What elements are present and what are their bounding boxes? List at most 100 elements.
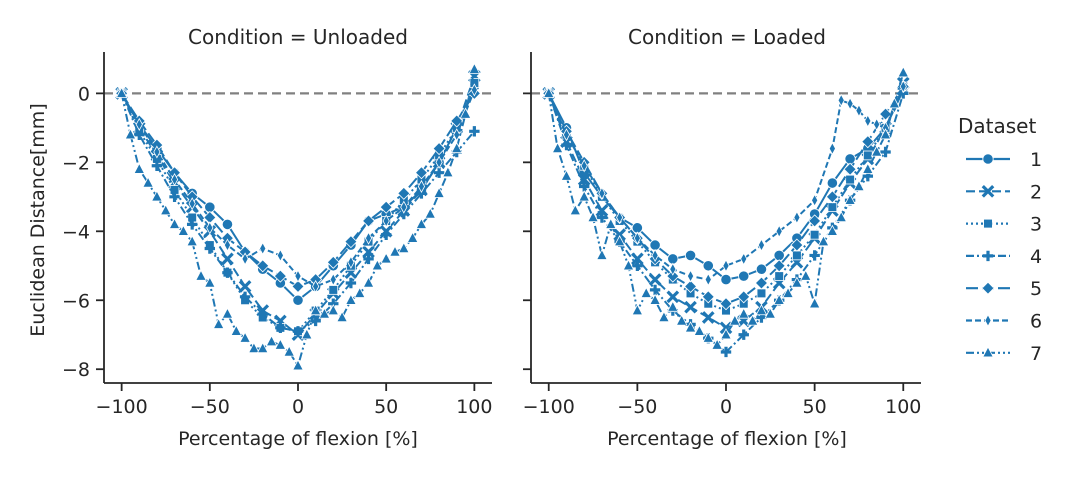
data-point <box>364 231 373 245</box>
data-point <box>442 166 454 178</box>
data-point <box>666 300 679 312</box>
data-point <box>328 285 339 295</box>
data-point <box>702 331 715 343</box>
data-point <box>790 238 804 252</box>
data-point <box>380 229 392 240</box>
y-tick-label: 0 <box>78 83 90 105</box>
data-point <box>873 117 881 131</box>
data-point <box>459 107 472 119</box>
data-point <box>309 304 322 316</box>
data-point <box>432 141 446 156</box>
data-point <box>772 259 786 273</box>
data-point <box>649 239 661 251</box>
data-point <box>256 259 270 273</box>
data-point <box>188 197 196 211</box>
data-point <box>648 273 662 286</box>
data-point <box>221 218 234 230</box>
data-point <box>649 284 661 296</box>
data-point <box>204 243 216 254</box>
data-point <box>855 104 863 118</box>
data-point <box>704 273 712 287</box>
data-point <box>596 248 608 260</box>
data-point <box>300 328 313 340</box>
data-point <box>259 241 267 256</box>
data-point <box>142 176 154 188</box>
legend-entry-5: 5 <box>966 278 1042 300</box>
data-point <box>450 114 464 128</box>
data-point <box>206 221 214 235</box>
x-tick-label: −50 <box>190 396 230 418</box>
data-point <box>362 276 375 288</box>
data-point <box>222 267 233 278</box>
data-point <box>775 224 783 238</box>
data-point <box>397 241 410 254</box>
panel-loaded: Condition = Loaded Percentage of flexion… <box>523 25 922 450</box>
x-tick-label: −100 <box>523 396 575 418</box>
legend-marker <box>982 346 994 358</box>
data-point <box>861 135 875 149</box>
series-6 <box>545 79 907 287</box>
data-point <box>669 262 677 276</box>
data-point <box>828 141 836 156</box>
data-point <box>221 307 234 319</box>
series-6 <box>118 83 478 294</box>
data-point <box>846 97 854 111</box>
series-7 <box>542 66 910 350</box>
data-point <box>633 231 641 245</box>
x-tick-label: 100 <box>456 396 492 418</box>
data-point <box>347 255 355 269</box>
data-point <box>631 222 643 234</box>
data-point <box>737 307 750 319</box>
data-point <box>793 210 801 225</box>
legend-label: 7 <box>1030 343 1042 365</box>
data-point <box>722 259 730 273</box>
legend-label: 5 <box>1030 278 1042 300</box>
data-point <box>651 248 659 262</box>
data-point <box>135 117 143 131</box>
panel-title: Condition = Loaded <box>628 25 826 49</box>
data-point <box>764 307 777 319</box>
data-point <box>329 273 337 287</box>
data-point <box>379 200 393 214</box>
data-point <box>362 245 375 259</box>
legend-marker <box>981 184 995 198</box>
series-line <box>547 86 905 312</box>
x-tick-label: 100 <box>885 396 921 418</box>
data-point <box>239 331 251 343</box>
data-point <box>239 291 251 303</box>
data-point <box>294 269 302 283</box>
data-point <box>666 290 680 304</box>
data-point <box>701 290 715 304</box>
x-tick-label: 50 <box>803 396 827 418</box>
data-point <box>755 304 768 316</box>
data-point <box>782 286 794 298</box>
data-point <box>843 162 857 176</box>
x-tick-label: −100 <box>96 396 148 418</box>
data-point <box>241 252 249 266</box>
data-point <box>737 290 751 304</box>
data-point <box>380 252 393 264</box>
data-point <box>667 253 679 265</box>
data-point <box>888 97 901 109</box>
data-point <box>809 229 820 240</box>
data-point <box>468 62 481 74</box>
data-point <box>835 210 848 223</box>
data-point <box>649 293 661 305</box>
series-7 <box>115 62 481 371</box>
data-point <box>738 329 749 340</box>
data-point <box>817 235 830 247</box>
data-point <box>389 245 401 257</box>
data-point <box>853 179 865 192</box>
data-point <box>177 224 190 236</box>
data-point <box>587 210 599 223</box>
data-point <box>578 181 590 192</box>
data-point <box>186 219 198 230</box>
data-point <box>292 326 304 337</box>
data-point <box>159 204 172 216</box>
data-point <box>631 252 644 266</box>
legend-entry-3: 3 <box>966 214 1042 236</box>
data-point <box>230 324 243 336</box>
data-point <box>577 173 591 186</box>
data-point <box>808 297 821 309</box>
data-point <box>336 310 348 323</box>
